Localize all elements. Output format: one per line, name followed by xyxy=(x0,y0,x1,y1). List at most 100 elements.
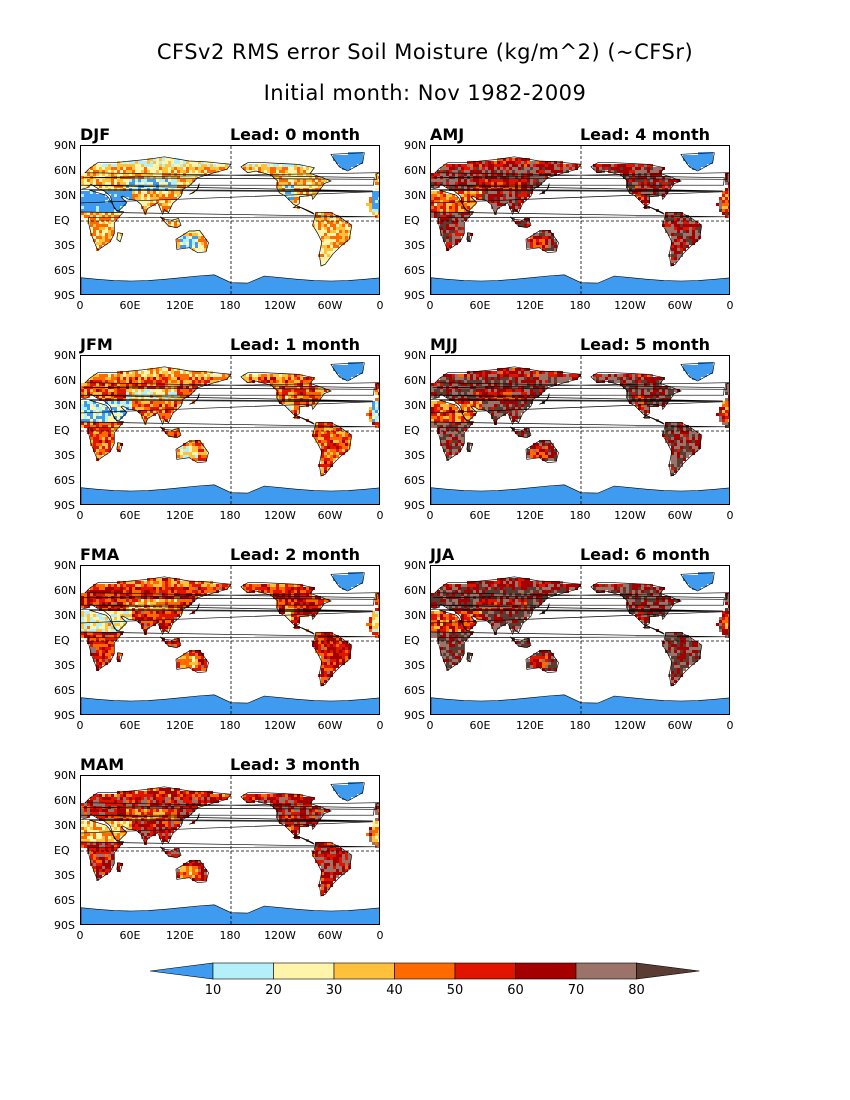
map-cell xyxy=(635,170,638,173)
map-cell xyxy=(144,194,147,197)
map-cell xyxy=(434,209,437,212)
map-cell xyxy=(153,377,156,380)
map-cell xyxy=(467,383,470,386)
map-cell xyxy=(464,386,467,389)
lat-tick-label: 90S xyxy=(54,499,75,512)
map-cell xyxy=(189,587,192,590)
map-cell xyxy=(452,233,455,236)
map-cell xyxy=(506,410,509,413)
map-cell xyxy=(656,191,659,194)
map-cell xyxy=(156,392,159,395)
map-cell xyxy=(437,407,440,410)
map-cell xyxy=(198,584,201,587)
map-cell xyxy=(443,197,446,200)
map-cell xyxy=(494,401,497,404)
map-cell xyxy=(96,242,99,245)
map-cell xyxy=(443,380,446,383)
map-cell xyxy=(117,413,120,416)
map-cell xyxy=(515,383,518,386)
map-cell xyxy=(551,455,554,458)
map-cell xyxy=(446,170,449,173)
map-cell xyxy=(545,443,548,446)
map-cell xyxy=(144,197,147,200)
map-cell xyxy=(321,179,324,182)
map-cell xyxy=(446,200,449,203)
map-cell xyxy=(183,377,186,380)
map-cell xyxy=(264,587,267,590)
map-cell xyxy=(623,377,626,380)
map-cell xyxy=(153,389,156,392)
map-cell xyxy=(177,374,180,377)
map-cell xyxy=(674,440,677,443)
map-cell xyxy=(536,449,539,452)
map-cell xyxy=(497,176,500,179)
map-cell xyxy=(497,413,500,416)
map-cell xyxy=(153,170,156,173)
map-cell xyxy=(701,155,704,158)
map-cell xyxy=(674,455,677,458)
map-cell xyxy=(150,194,153,197)
map-cell xyxy=(449,200,452,203)
map-cell xyxy=(641,191,644,194)
map-cell xyxy=(123,383,126,386)
map-cell xyxy=(452,230,455,233)
map-cell xyxy=(321,389,324,392)
map-cell xyxy=(668,395,671,398)
map-cell xyxy=(449,224,452,227)
map-cell xyxy=(659,392,662,395)
map-cell xyxy=(554,239,557,242)
map-cell xyxy=(449,422,452,425)
map-cell xyxy=(446,389,449,392)
map-cell xyxy=(680,221,683,224)
map-cell xyxy=(542,248,545,251)
map-cell xyxy=(464,419,467,422)
map-cell xyxy=(171,578,174,581)
map-cell xyxy=(545,455,548,458)
map-cell xyxy=(285,401,288,404)
map-cell xyxy=(458,227,461,230)
map-cell xyxy=(219,587,222,590)
map-cell xyxy=(647,179,650,182)
map-cell xyxy=(635,392,638,395)
map-cell xyxy=(461,416,464,419)
map-cell xyxy=(342,575,345,578)
map-cell xyxy=(473,173,476,176)
map-cell xyxy=(482,167,485,170)
map-cell xyxy=(354,581,357,584)
map-cell xyxy=(96,167,99,170)
map-cell xyxy=(87,170,90,173)
map-cell xyxy=(563,380,566,383)
map-cell xyxy=(276,395,279,398)
map-cell xyxy=(108,401,111,404)
map-cell xyxy=(315,179,318,182)
map-cell xyxy=(186,587,189,590)
map-cell xyxy=(297,173,300,176)
map-cell xyxy=(285,176,288,179)
map-cell xyxy=(473,392,476,395)
map-cell xyxy=(440,218,443,221)
map-cell xyxy=(476,383,479,386)
map-cell xyxy=(378,209,379,212)
map-cell xyxy=(524,185,527,188)
map-cell xyxy=(252,587,255,590)
map-cell xyxy=(99,167,102,170)
map-cell xyxy=(105,236,108,239)
map-cell xyxy=(327,248,330,251)
map-cell xyxy=(434,416,437,419)
map-cell xyxy=(81,395,84,398)
map-cell xyxy=(135,404,138,407)
map-cell xyxy=(330,230,333,233)
map-cell xyxy=(162,167,165,170)
map-cell xyxy=(273,587,276,590)
map-cell xyxy=(264,164,267,167)
map-cell xyxy=(81,383,84,386)
map-cell xyxy=(198,380,201,383)
map-cell xyxy=(629,377,632,380)
map-cell xyxy=(485,194,488,197)
map-cell xyxy=(455,419,458,422)
map-cell xyxy=(452,218,455,221)
map-cell xyxy=(153,173,156,176)
map-cell xyxy=(620,170,623,173)
map-cell xyxy=(159,581,162,584)
map-cell xyxy=(455,236,458,239)
